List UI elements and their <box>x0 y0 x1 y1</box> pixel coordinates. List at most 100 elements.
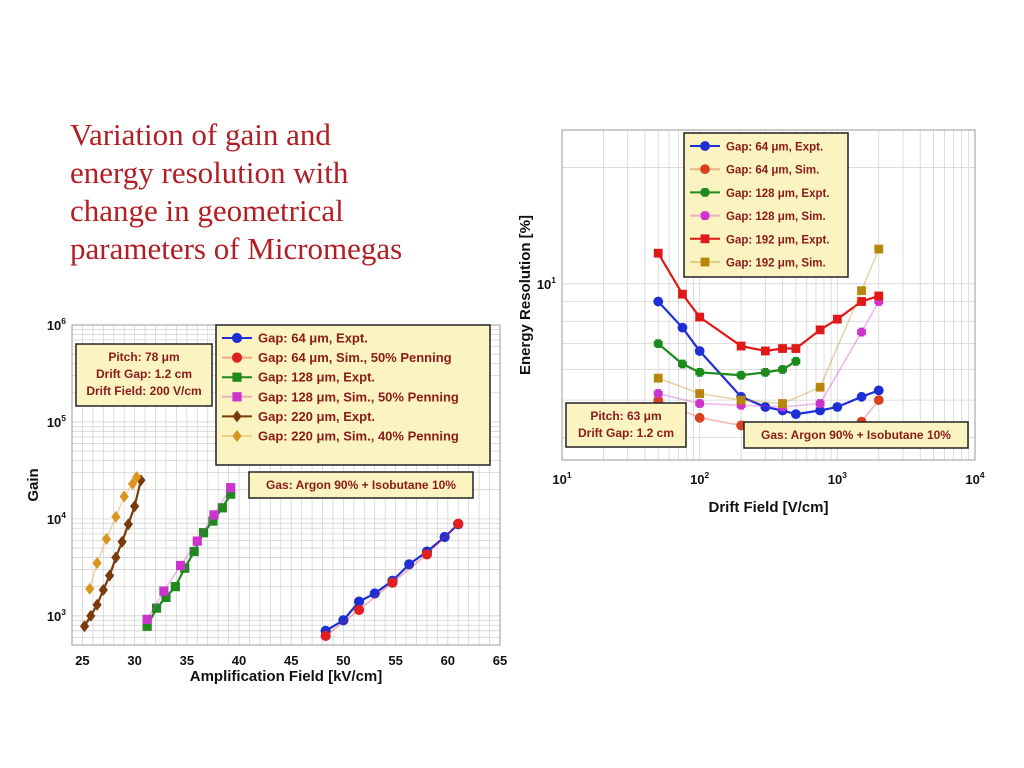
gain-data-point <box>123 518 133 531</box>
gain-data-point <box>92 598 102 611</box>
resolution-gas-text: Gas: Argon 90% + Isobutane 10% <box>761 428 951 442</box>
resolution-series-gap-192-um-expt <box>653 248 884 356</box>
gain-gas-box-frame <box>248 471 474 499</box>
gain-data-point <box>320 630 331 642</box>
gain-data-point <box>98 583 108 596</box>
gain-data-point <box>111 510 121 523</box>
resolution-x-axis-label: Drift Field [V/cm] <box>708 499 828 516</box>
resolution-legend-entry-gap-192-um-sim: Gap: 192 μm, Sim. <box>690 258 826 270</box>
gain-x-tick-5: 50 <box>336 653 350 668</box>
gain-data-point <box>117 535 127 548</box>
gain-data-point <box>226 489 236 499</box>
resolution-data-point <box>873 385 884 396</box>
gain-info-box: Pitch: 78 μm Drift Gap: 1.2 cm Drift Field… <box>75 343 213 407</box>
resolution-series-gap-192-um-sim <box>653 244 884 408</box>
resolution-x-tick-2: 103 <box>828 470 847 487</box>
gain-data-point <box>92 557 102 570</box>
gain-legend-swatch-marker <box>231 332 243 344</box>
resolution-legend-swatch-marker <box>700 211 710 220</box>
gain-data-point <box>175 560 186 571</box>
gain-data-point <box>127 477 138 490</box>
gain-y-tick-0: 103 <box>47 607 66 624</box>
gain-data-point <box>387 577 398 588</box>
gain-x-tick-4: 45 <box>284 653 298 668</box>
gain-data-point <box>142 621 152 631</box>
resolution-legend-swatch-marker <box>700 141 710 151</box>
gain-data-point <box>119 490 129 503</box>
resolution-data-point <box>736 395 746 405</box>
resolution-data-point <box>778 344 787 353</box>
resolution-data-point <box>695 399 705 408</box>
resolution-data-point <box>678 289 687 299</box>
resolution-data-point <box>791 356 801 366</box>
resolution-data-point <box>736 370 746 380</box>
resolution-data-point <box>653 373 663 383</box>
gain-x-axis-label: Amplification Field [kV/cm] <box>190 668 383 685</box>
gain-data-point <box>142 614 152 624</box>
gain-chart-group: 25 30 35 40 45 50 55 60 65 103 104 105 106 Amplificat… <box>25 316 507 685</box>
gain-data-point <box>151 603 162 613</box>
gain-legend-entry-gap-64-um-sim-50-penning: Gap: 64 μm, Sim., 50% Penning <box>222 350 452 365</box>
gain-series-gap-64-um-sim-50-penning <box>320 518 464 642</box>
resolution-data-point <box>815 382 825 392</box>
gain-data-point <box>421 549 433 560</box>
resolution-legend-label: Gap: 128 μm, Sim. <box>726 211 826 223</box>
resolution-chart-group: 101 102 103 104 101 Drift Field [V/cm] Energy … <box>517 129 985 516</box>
resolution-legend-entry-gap-64-um-expt: Gap: 64 μm, Expt. <box>690 141 823 154</box>
gain-legend-swatch-marker <box>232 410 242 423</box>
gain-data-point <box>198 528 209 538</box>
gain-y-tick-1: 104 <box>47 510 66 527</box>
resolution-data-point <box>874 244 884 254</box>
slide-title: Variation of gain and energy resolution … <box>70 116 490 268</box>
resolution-y-axis-label: Energy Resolution [%] <box>517 215 534 375</box>
resolution-legend: Gap: 64 μm, Expt. Gap: 64 μm, Sim. Gap: 12… <box>683 132 849 278</box>
resolution-legend-entry-gap-192-um-expt: Gap: 192 μm, Expt. <box>690 234 830 246</box>
resolution-data-point <box>653 389 663 398</box>
gain-legend-entry-gap-220-um-sim-40-penning: Gap: 220 μm, Sim., 40% Penning <box>222 429 459 444</box>
gain-data-point <box>159 586 169 596</box>
resolution-gas-box-frame <box>743 421 969 449</box>
gain-series-gap-220-um-expt <box>79 474 146 633</box>
resolution-data-point <box>857 286 866 296</box>
gain-legend-label: Gap: 220 μm, Sim., 40% Penning <box>258 429 459 444</box>
resolution-legend-entry-gap-64-um-sim: Gap: 64 μm, Sim. <box>690 164 819 177</box>
gain-legend-label: Gap: 128 μm, Expt. <box>258 370 375 385</box>
gain-info-line-0: Pitch: 78 μm <box>108 350 179 364</box>
gain-data-point <box>132 471 142 484</box>
resolution-legend-frame <box>683 132 849 278</box>
gain-series-gap-128-um-sim-50-penning <box>142 483 236 624</box>
resolution-data-point <box>695 389 705 398</box>
resolution-gas-box: Gas: Argon 90% + Isobutane 10% <box>743 421 969 449</box>
gain-y-tick-3: 106 <box>47 316 66 333</box>
resolution-data-point <box>678 359 687 369</box>
gain-y-axis-label: Gain <box>25 468 42 501</box>
gain-data-point <box>86 609 96 622</box>
gain-x-tick-6: 55 <box>388 653 402 668</box>
gain-series-line <box>83 480 142 627</box>
gain-x-tick-7: 60 <box>441 653 455 668</box>
resolution-legend-swatch-marker <box>700 257 710 267</box>
resolution-data-point <box>653 248 663 258</box>
resolution-legend-label: Gap: 192 μm, Sim. <box>726 258 826 270</box>
gain-gas-text: Gas: Argon 90% + Isobutane 10% <box>266 478 456 492</box>
gain-data-point <box>439 531 450 543</box>
resolution-data-point <box>760 346 770 356</box>
resolution-legend-swatch-marker <box>700 164 710 175</box>
gain-x-tick-0: 25 <box>75 653 89 668</box>
resolution-legend-swatch-marker <box>700 188 710 197</box>
resolution-info-box: Pitch: 63 μm Drift Gap: 1.2 cm <box>565 402 687 448</box>
title-line-1: Variation of gain and <box>70 117 331 152</box>
gain-data-point <box>104 569 115 582</box>
gain-legend-entry-gap-128-um-sim-50-penning: Gap: 128 μm, Sim., 50% Penning <box>222 389 459 404</box>
gain-x-tick-1: 30 <box>127 653 141 668</box>
resolution-y-tick-0: 101 <box>537 275 556 292</box>
gain-data-point <box>404 559 415 570</box>
resolution-data-point <box>778 399 787 408</box>
resolution-legend-entry-gap-128-um-expt: Gap: 128 μm, Expt. <box>690 188 830 200</box>
resolution-data-point <box>873 395 884 406</box>
gain-data-point <box>338 615 349 626</box>
gain-data-point <box>192 536 202 546</box>
resolution-x-tick-3: 104 <box>965 470 984 487</box>
gain-data-point <box>353 604 365 616</box>
gain-legend-label: Gap: 64 μm, Expt. <box>258 331 368 346</box>
